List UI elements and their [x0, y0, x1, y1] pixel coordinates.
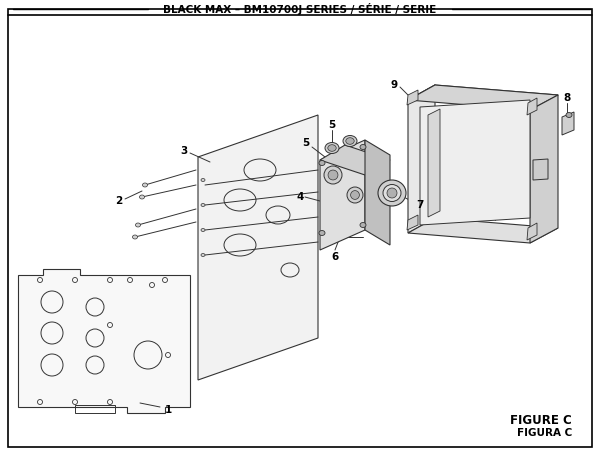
- Polygon shape: [198, 115, 318, 380]
- Polygon shape: [18, 269, 190, 413]
- Ellipse shape: [324, 166, 342, 184]
- Text: 3: 3: [181, 146, 188, 156]
- Text: 7: 7: [416, 200, 424, 210]
- Ellipse shape: [136, 223, 140, 227]
- Polygon shape: [365, 140, 390, 245]
- Ellipse shape: [360, 145, 366, 150]
- Polygon shape: [530, 95, 558, 243]
- Polygon shape: [527, 98, 537, 115]
- Text: FIGURE C: FIGURE C: [510, 415, 572, 428]
- Ellipse shape: [201, 178, 205, 182]
- Text: 1: 1: [164, 405, 172, 415]
- Ellipse shape: [325, 142, 339, 153]
- Ellipse shape: [201, 228, 205, 232]
- Polygon shape: [533, 159, 548, 180]
- Polygon shape: [407, 215, 418, 230]
- Ellipse shape: [383, 184, 401, 202]
- Ellipse shape: [343, 136, 357, 147]
- Ellipse shape: [319, 161, 325, 166]
- Ellipse shape: [328, 145, 336, 152]
- Polygon shape: [408, 85, 558, 110]
- Ellipse shape: [319, 231, 325, 236]
- Polygon shape: [562, 112, 574, 135]
- Polygon shape: [320, 145, 390, 175]
- Text: 6: 6: [331, 252, 338, 262]
- Text: 2: 2: [115, 196, 122, 206]
- Text: 8: 8: [563, 93, 571, 103]
- Ellipse shape: [143, 183, 148, 187]
- Text: 5: 5: [328, 120, 335, 130]
- Ellipse shape: [347, 187, 363, 203]
- Ellipse shape: [346, 138, 354, 144]
- Polygon shape: [408, 218, 558, 243]
- Ellipse shape: [328, 170, 338, 180]
- Text: BLACK MAX – BM10700J SERIES / SÉRIE / SERIE: BLACK MAX – BM10700J SERIES / SÉRIE / SE…: [163, 3, 437, 15]
- Polygon shape: [408, 85, 435, 233]
- Ellipse shape: [566, 112, 572, 117]
- Ellipse shape: [387, 188, 397, 198]
- Ellipse shape: [139, 195, 145, 199]
- Text: 9: 9: [391, 80, 398, 90]
- Ellipse shape: [133, 235, 137, 239]
- Ellipse shape: [360, 222, 366, 228]
- Text: 5: 5: [302, 138, 310, 148]
- Polygon shape: [407, 90, 418, 105]
- Ellipse shape: [201, 203, 205, 207]
- Polygon shape: [527, 223, 537, 240]
- Polygon shape: [320, 140, 365, 250]
- Ellipse shape: [378, 180, 406, 206]
- Polygon shape: [420, 100, 530, 225]
- FancyBboxPatch shape: [8, 9, 592, 447]
- Text: FIGURA C: FIGURA C: [517, 428, 572, 438]
- Text: 4: 4: [296, 192, 304, 202]
- Ellipse shape: [350, 191, 359, 199]
- Polygon shape: [428, 109, 440, 217]
- Ellipse shape: [201, 253, 205, 257]
